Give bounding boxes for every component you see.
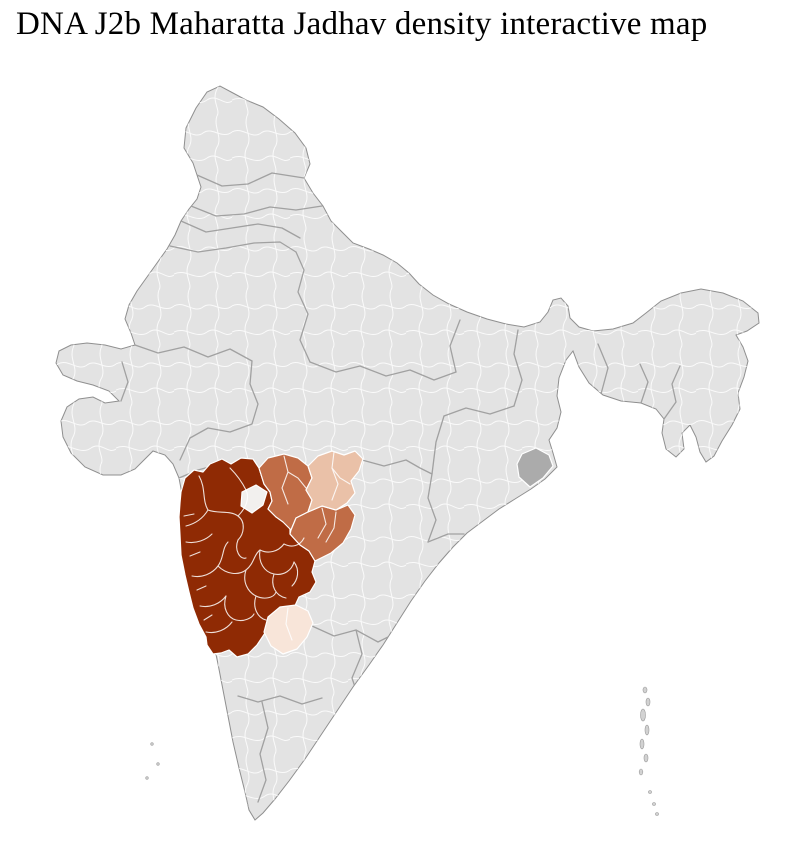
andaman-nicobar-islands xyxy=(638,686,659,816)
region-no-data-district[interactable] xyxy=(240,484,268,514)
west-bengal-dark-patch[interactable] xyxy=(516,447,554,488)
district-texture xyxy=(56,86,759,820)
lakshadweep-islands xyxy=(145,742,160,780)
region-density-low[interactable] xyxy=(305,450,364,513)
density-regions[interactable] xyxy=(178,450,364,658)
page-title: DNA J2b Maharatta Jadhav density interac… xyxy=(16,6,708,42)
highlight-district-borders xyxy=(183,451,351,641)
